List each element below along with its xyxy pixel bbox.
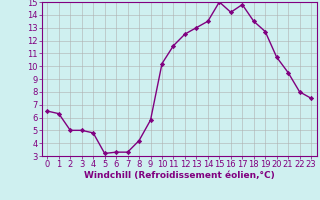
X-axis label: Windchill (Refroidissement éolien,°C): Windchill (Refroidissement éolien,°C) xyxy=(84,171,275,180)
